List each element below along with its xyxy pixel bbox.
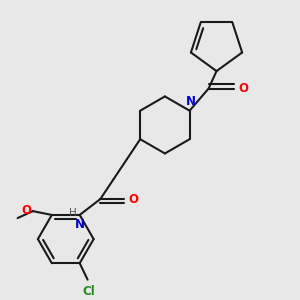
Text: N: N: [186, 94, 196, 107]
Text: O: O: [239, 82, 249, 95]
Text: N: N: [75, 218, 85, 231]
Text: O: O: [21, 204, 31, 217]
Text: O: O: [128, 193, 138, 206]
Text: H: H: [69, 208, 77, 218]
Text: Cl: Cl: [82, 285, 94, 298]
